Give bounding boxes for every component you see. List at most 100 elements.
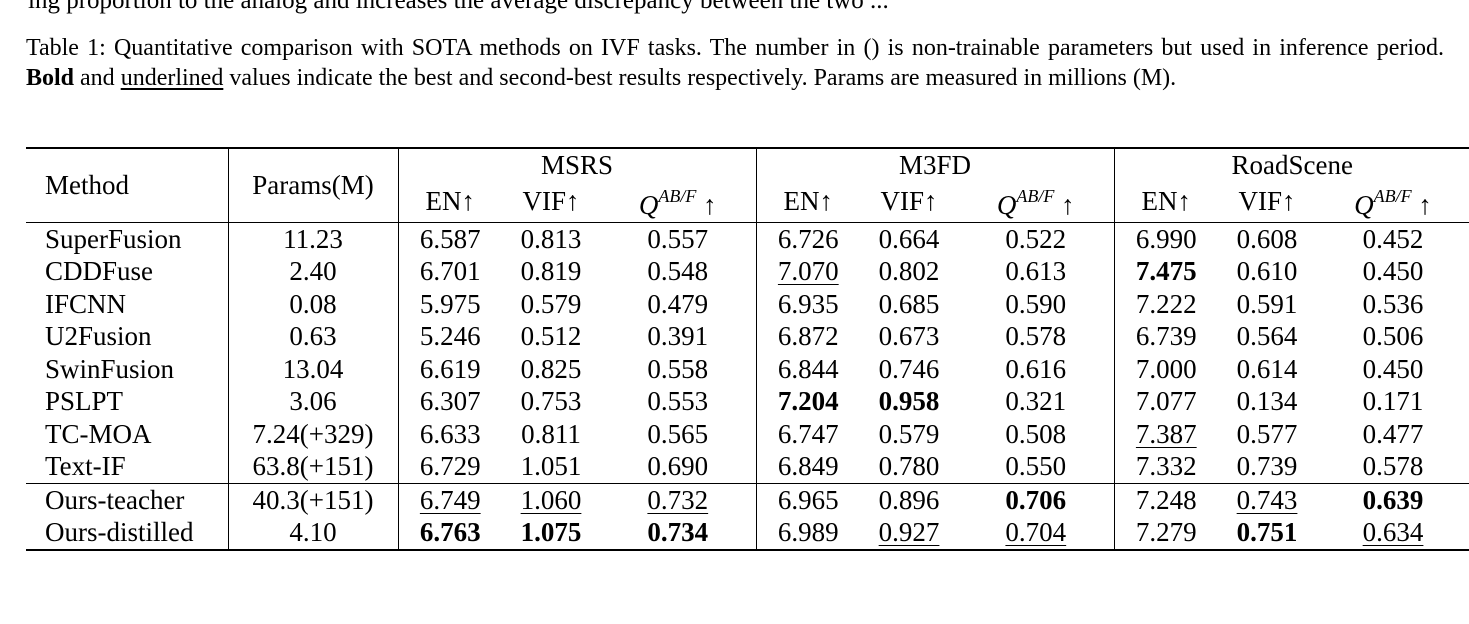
cell-value: 0.811 [502, 418, 600, 451]
cell-value: 7.248 [1113, 482, 1219, 516]
cell-value-text: 0.557 [647, 223, 709, 254]
cell-value-text: 0.614 [1236, 353, 1298, 384]
cell-value: 0.558 [600, 353, 756, 386]
cell-value: 0.536 [1316, 288, 1469, 321]
cell-value: 0.171 [1316, 385, 1469, 418]
caption-text-1: Table 1: Quantitative comparison with SO… [26, 35, 1272, 61]
cell-value: 0.506 [1316, 320, 1469, 353]
cell-value-text: 0.746 [878, 353, 940, 384]
cell-value: 0.896 [860, 482, 959, 516]
cell-value: 0.479 [600, 288, 756, 321]
cell-value-text: 0.579 [878, 418, 940, 449]
cell-value: 6.872 [755, 320, 861, 353]
cell-value-text: 6.739 [1135, 321, 1197, 351]
cell-value: 0.685 [860, 288, 958, 321]
cell-value: 6.633 [397, 417, 502, 450]
cell-value-text: 0.896 [878, 484, 940, 515]
cell-value-text: 0.673 [878, 321, 940, 351]
cell-params: 7.24(+329) [227, 417, 398, 450]
cell-value: 0.577 [1218, 418, 1316, 451]
cell-value: 6.749 [397, 482, 502, 516]
header-m3fd-metric-en: EN↑ [755, 181, 861, 222]
cell-value-text: 1.075 [520, 517, 582, 547]
cell-value-text: 0.548 [647, 256, 709, 286]
cell-value: 7.000 [1113, 352, 1219, 385]
table-row: Ours-distilled 4.10 6.763 1.075 0.734 6.989 0.… [26, 516, 1469, 550]
cell-value: 0.706 [958, 482, 1115, 516]
cell-value-text: 0.927 [878, 517, 940, 547]
header-m3fd-metric-qabf: QAB/F ↑ [958, 182, 1114, 223]
cell-value: 0.927 [860, 516, 958, 550]
cell-value: 0.321 [958, 385, 1114, 418]
cell-value-text: 0.450 [1362, 353, 1424, 384]
cell-value-text: 6.990 [1135, 223, 1197, 254]
cell-value-text: 7.222 [1135, 288, 1197, 319]
table-row: Ours-teacher 40.3(+151) 6.749 1.060 0.732 6.9… [26, 482, 1469, 516]
caption-underline-word: underlined [120, 65, 224, 91]
qabf-symbol: Q [996, 189, 1017, 220]
cell-value-text: 7.387 [1135, 418, 1197, 449]
cell-value-text: 7.077 [1135, 386, 1197, 416]
cell-value: 0.522 [958, 221, 1115, 255]
cell-value-text: 6.747 [777, 418, 839, 449]
cell-value: 0.450 [1316, 255, 1469, 288]
cell-value: 1.060 [502, 482, 600, 516]
cell-value: 6.307 [397, 385, 502, 418]
cell-value: 0.802 [860, 255, 958, 288]
header-dataset-roadscene: RoadScene [1113, 148, 1469, 182]
cell-params: 4.10 [227, 516, 398, 550]
cell-value: 6.990 [1113, 221, 1219, 255]
cell-method: TC-MOA [45, 418, 152, 449]
cell-value: 0.673 [860, 320, 958, 353]
cell-value-text: 6.587 [419, 223, 481, 254]
cell-value: 7.077 [1113, 385, 1219, 418]
cell-value: 1.051 [502, 450, 600, 483]
header-dataset-msrs: MSRS [397, 148, 757, 182]
cell-value: 1.075 [502, 516, 600, 550]
cell-value: 6.701 [397, 255, 502, 288]
cell-value: 0.613 [958, 255, 1114, 288]
cell-value-text: 7.475 [1135, 256, 1197, 286]
header-msrs-metric-vif: VIF↑ [522, 186, 580, 217]
cell-value: 6.849 [755, 450, 861, 483]
cell-value: 0.780 [860, 450, 958, 483]
caption-text-3: and [80, 65, 115, 91]
cell-value-text: 7.000 [1135, 353, 1197, 384]
cell-method: SuperFusion [26, 221, 228, 255]
cell-value-text: 0.819 [520, 256, 582, 286]
cell-value: 6.763 [397, 516, 502, 550]
cell-value-text: 6.701 [419, 256, 481, 286]
cell-value-text: 0.512 [520, 321, 582, 351]
header-method: Method [45, 170, 129, 200]
cell-value-text: 0.591 [1236, 288, 1298, 319]
cell-value-text: 0.506 [1362, 321, 1424, 351]
cell-value-text: 0.550 [1005, 451, 1067, 481]
cell-value-text: 6.763 [419, 517, 481, 547]
cell-value: 0.579 [502, 288, 600, 321]
cell-value-text: 0.577 [1236, 418, 1298, 449]
cell-params: 40.3(+151) [227, 482, 398, 516]
cell-value-text: 6.749 [419, 484, 481, 515]
cell-value-text: 6.935 [777, 288, 839, 319]
cell-value-text: 0.639 [1362, 484, 1424, 515]
table-row: TC-MOA 7.24(+329) 6.633 0.811 0.565 6.747 0.57… [26, 417, 1469, 451]
cell-value-text: 1.051 [520, 451, 582, 481]
qabf-arrow: ↑ [1054, 189, 1075, 220]
cell-value: 0.608 [1218, 221, 1317, 255]
cell-value: 0.591 [1218, 288, 1316, 321]
cell-value: 0.564 [1218, 320, 1316, 353]
cell-value: 0.565 [600, 418, 756, 451]
cell-value-text: 0.825 [520, 353, 582, 384]
cell-value-text: 0.739 [1236, 451, 1298, 481]
qabf-symbol: Q [638, 189, 659, 220]
cell-value-text: 0.391 [647, 321, 709, 351]
cell-value-text: 7.248 [1135, 484, 1197, 515]
cell-value-text: 0.171 [1362, 386, 1424, 416]
table-header: Method Params(M) MSRS M3FD RoadScene EN↑… [26, 148, 1469, 222]
cell-value: 0.958 [860, 385, 958, 418]
table-body: SuperFusion 11.23 6.587 0.813 0.557 6.726 0.66… [26, 221, 1469, 550]
cell-method: Ours-teacher [26, 482, 228, 516]
cell-value: 6.739 [1113, 320, 1219, 353]
cell-value-text: 0.664 [878, 223, 940, 254]
table-row: SwinFusion 13.04 6.619 0.825 0.558 6.844 0.746… [26, 352, 1469, 386]
